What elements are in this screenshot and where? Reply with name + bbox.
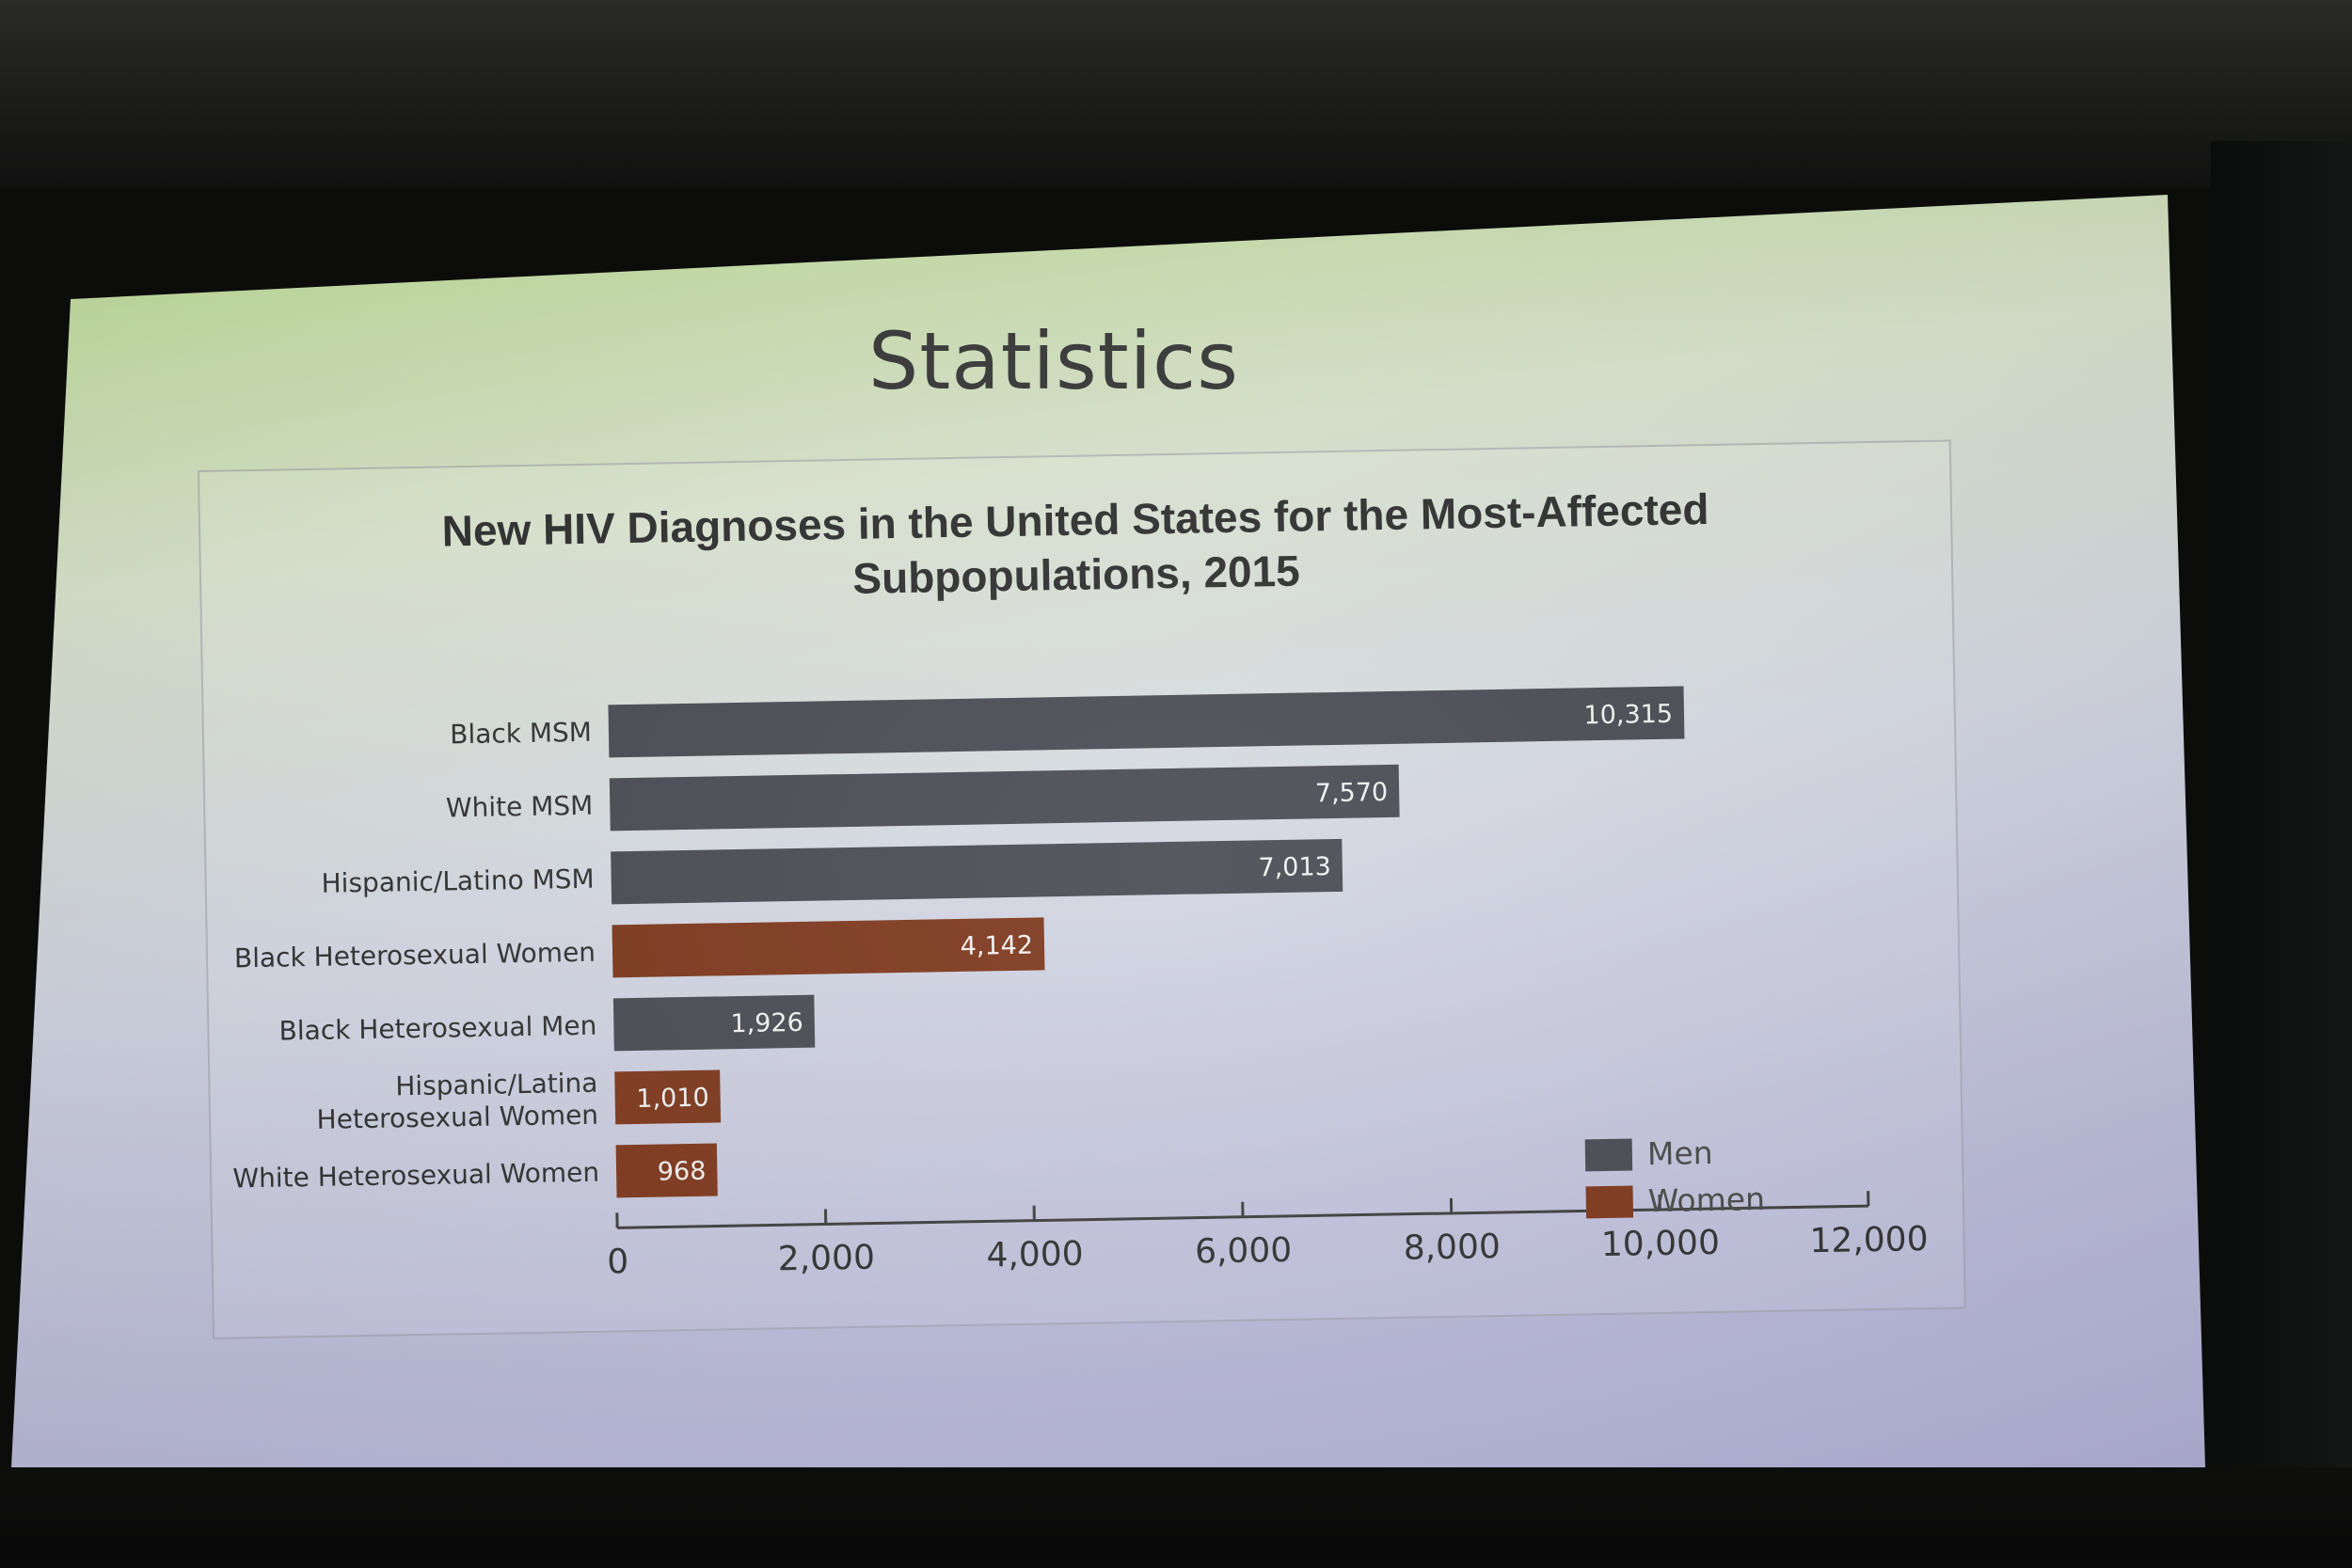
legend-label-men: Men <box>1647 1134 1713 1172</box>
category-label-2: Hispanic/Latino MSM <box>321 863 595 899</box>
category-label-4: Black Heterosexual Men <box>278 1010 596 1047</box>
bar-value-label-2: 7,013 <box>1258 852 1331 882</box>
bar-1 <box>609 764 1400 832</box>
chart-title: New HIV Diagnoses in the United States f… <box>276 479 1877 616</box>
x-tick-label-6: 12,000 <box>1809 1220 1929 1260</box>
category-label-6: White Heterosexual Women <box>232 1157 599 1195</box>
legend-swatch-women <box>1585 1185 1634 1219</box>
room-wall-top <box>0 0 2352 188</box>
x-tick-label-3: 6,000 <box>1195 1231 1293 1272</box>
bar-6 <box>615 1143 718 1198</box>
x-tick-label-2: 4,000 <box>986 1235 1084 1275</box>
category-label-1: White MSM <box>446 790 594 824</box>
chalkboard-edge <box>2211 141 2352 1486</box>
x-tick-label-1: 2,000 <box>778 1239 876 1279</box>
room-floor-shadow <box>0 1467 2352 1568</box>
x-tick-label-0: 0 <box>607 1243 629 1281</box>
bar-value-label-0: 10,315 <box>1583 700 1673 731</box>
bar-value-label-3: 4,142 <box>960 931 1033 961</box>
chart-panel: New HIV Diagnoses in the United States f… <box>198 439 1966 1339</box>
bar-value-label-6: 968 <box>658 1157 707 1187</box>
category-label-3: Black Heterosexual Women <box>234 937 596 974</box>
bar-3 <box>612 917 1045 978</box>
category-label-5-0: Hispanic/Latina <box>395 1068 598 1102</box>
category-label-0: Black MSM <box>450 717 592 751</box>
legend-swatch-men <box>1584 1138 1633 1172</box>
x-tick-label-5: 10,000 <box>1601 1224 1721 1264</box>
slide-title: Statistics <box>868 315 1239 407</box>
bar-2 <box>611 838 1343 905</box>
x-tick-label-4: 8,000 <box>1403 1227 1501 1268</box>
legend-label-women: Women <box>1647 1180 1765 1219</box>
chart-title-line-1: New HIV Diagnoses in the United States f… <box>441 483 1709 556</box>
bar-chart: 10,315 Black MSM 7,570 White MSM 7,013 Hispan… <box>232 686 1929 1282</box>
bar-value-label-1: 7,570 <box>1315 778 1389 808</box>
x-axis-line <box>617 1204 1868 1229</box>
bar-value-label-4: 1,926 <box>730 1008 803 1038</box>
bar-value-label-5: 1,010 <box>636 1084 709 1114</box>
bar-4 <box>612 994 816 1052</box>
chart-title-line-2: Subpopulations, 2015 <box>851 546 1301 603</box>
bar-0 <box>608 686 1685 758</box>
bar-5 <box>614 1069 722 1125</box>
category-label-5-1: Heterosexual Women <box>316 1100 598 1135</box>
